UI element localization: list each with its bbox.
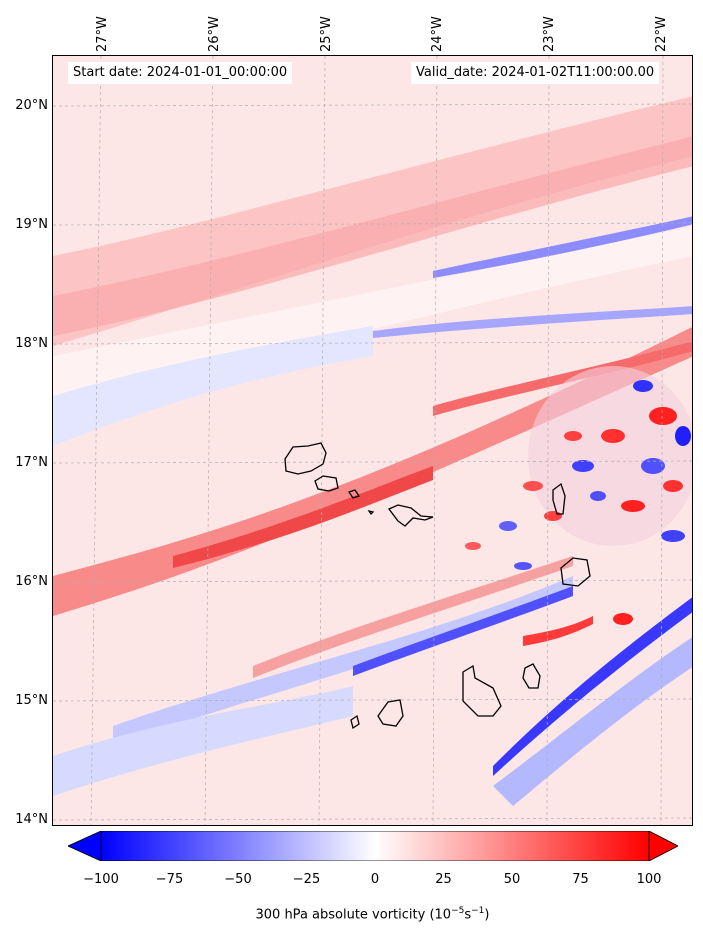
vorticity-band-negative-southeast-wash	[493, 637, 692, 806]
longitude-label: 25°W	[319, 16, 334, 52]
latitude-label: 19°N	[15, 217, 48, 232]
vorticity-field	[53, 56, 692, 825]
start-date-box: Start date: 2024-01-01_00:00:00	[68, 62, 293, 84]
island-sal	[552, 482, 566, 515]
colorbar-label-exp2: −1	[471, 906, 485, 916]
vorticity-turbulent-region	[465, 366, 692, 625]
colorbar-label-mid: s	[464, 907, 472, 923]
colorbar-tick-label: −100	[83, 872, 119, 887]
island-fogo	[377, 699, 404, 727]
vorticity-band-positive-jet-east	[433, 341, 692, 416]
island-maio	[522, 663, 541, 689]
colorbar-tick-label: 75	[572, 872, 589, 887]
colorbar-tick-label: −50	[224, 872, 252, 887]
island-islet	[367, 509, 375, 516]
vorticity-band-positive-south	[253, 556, 573, 678]
coastlines	[284, 442, 591, 730]
latitude-label: 17°N	[15, 455, 48, 470]
vorticity-band-negative-south-core	[353, 586, 573, 676]
vorticity-band-negative-west	[53, 326, 373, 446]
valid-date-box: Valid_date: 2024-01-02T11:00:00.00	[411, 62, 660, 84]
vorticity-band-negative-southwest	[53, 686, 353, 796]
colorbar-label-main: 300 hPa absolute vorticity (10	[255, 907, 452, 923]
colorbar-label-end: )	[484, 907, 490, 923]
colorbar-tick-label: −25	[292, 872, 321, 887]
longitude-label: 24°W	[430, 16, 445, 52]
colorbar-tick-label: 100	[636, 872, 662, 887]
island-santiago	[462, 664, 502, 717]
vorticity-band-negative-south	[113, 576, 573, 746]
island-sao-nicolau	[387, 504, 434, 527]
map-gridlines	[53, 56, 692, 825]
vorticity-band-positive-jet	[53, 326, 692, 616]
vorticity-band-positive-jet-core	[173, 466, 433, 568]
longitude-label: 22°W	[654, 16, 669, 52]
colorbar-label: 300 hPa absolute vorticity (10−5s−1)	[0, 906, 703, 922]
latitude-label: 14°N	[15, 812, 48, 827]
colorbar-gradient	[100, 831, 650, 861]
vorticity-band-negative-southeast	[493, 597, 692, 776]
island-santa-luzia	[347, 489, 361, 499]
colorbar-tick-label: 50	[503, 872, 521, 887]
latitude-label: 16°N	[15, 574, 48, 589]
island-sao-vicente	[314, 475, 339, 492]
island-brava	[350, 714, 360, 730]
vorticity-band-negative-thin-2	[373, 306, 692, 338]
longitude-label: 27°W	[95, 16, 110, 52]
latitude-label: 20°N	[15, 98, 48, 113]
colorbar-tick-label: −75	[155, 872, 184, 887]
vorticity-band-positive-north-core	[53, 136, 692, 336]
colorbar-label-exp1: −5	[451, 906, 465, 916]
colorbar-tick-label: 0	[370, 872, 380, 887]
colorbar	[68, 831, 678, 861]
latitude-label: 15°N	[15, 693, 48, 708]
start-date-label: Start date: 2024-01-01_00:00:00	[73, 65, 288, 80]
colorbar-max-extend	[648, 831, 678, 861]
island-boa-vista	[560, 557, 591, 587]
vorticity-map	[52, 55, 693, 826]
colorbar-min-extend	[68, 831, 102, 861]
vorticity-band-negative-thin	[433, 216, 692, 278]
vorticity-band-positive-south-core	[523, 616, 593, 646]
longitude-label: 23°W	[542, 16, 557, 52]
colorbar-tick-label: 25	[435, 872, 452, 887]
island-santo-antao	[284, 442, 327, 475]
latitude-label: 18°N	[15, 336, 48, 351]
longitude-label: 26°W	[207, 16, 222, 52]
valid-date-label: Valid_date: 2024-01-02T11:00:00.00	[416, 65, 655, 80]
